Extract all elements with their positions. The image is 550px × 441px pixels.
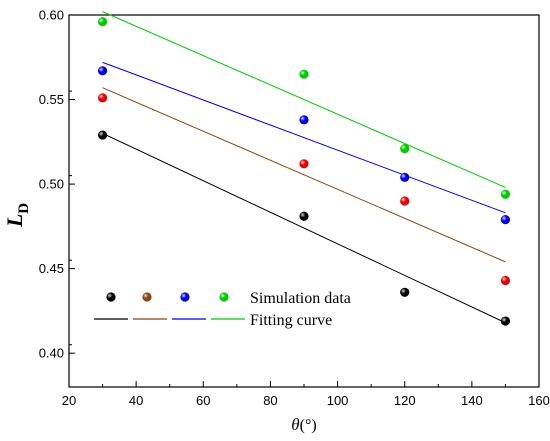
legend-marker-1 [106, 292, 116, 302]
data-point-series-3 [97, 66, 108, 76]
simulation-points [97, 17, 511, 326]
x-axis-title: θ(°) [291, 415, 316, 434]
legend-marker-4 [219, 292, 229, 302]
data-point-series-3 [400, 172, 410, 182]
data-point-series-2 [97, 93, 108, 103]
data-point-series-1 [299, 211, 309, 221]
legend-fitting-label: Fitting curve [250, 312, 332, 329]
data-point-series-3 [299, 115, 309, 125]
y-tick-label: 0.45 [39, 261, 64, 276]
data-point-series-2 [400, 196, 410, 206]
x-tick-label: 60 [196, 393, 210, 408]
x-axis-title-unit: (°) [300, 417, 317, 434]
x-tick-label: 80 [263, 393, 277, 408]
x-tick-label: 140 [461, 393, 483, 408]
y-tick-label: 0.40 [39, 346, 64, 361]
data-point-series-4 [400, 143, 410, 154]
fit-line-4 [102, 11, 506, 188]
x-tick-label: 120 [394, 393, 416, 408]
y-tick-label: 0.50 [39, 177, 64, 192]
data-point-series-1 [400, 287, 410, 297]
data-point-series-4 [97, 17, 108, 27]
data-point-series-2 [299, 159, 309, 169]
x-tick-label: 20 [62, 393, 76, 408]
data-point-series-4 [299, 69, 309, 79]
y-tick-label: 0.60 [39, 8, 64, 23]
x-axis-title-symbol: θ [291, 415, 299, 434]
data-point-series-1 [97, 130, 108, 140]
legend: Simulation data Fitting curve [94, 290, 351, 329]
y-axis-title-symbol: L [2, 214, 27, 228]
x-axis: 20 40 60 80 100 120 140 160 [62, 381, 550, 408]
fit-line-3 [102, 61, 506, 214]
fit-line-1 [102, 132, 506, 324]
legend-simulation-label: Simulation data [250, 290, 351, 307]
data-point-series-1 [500, 316, 511, 326]
y-axis: 0.40 0.45 0.50 0.55 0.60 [39, 8, 75, 361]
data-point-series-2 [500, 275, 511, 286]
legend-markers [106, 292, 229, 302]
fitting-curves [102, 11, 506, 324]
data-point-series-3 [500, 215, 511, 225]
data-point-series-4 [500, 189, 511, 199]
x-tick-label: 100 [327, 393, 349, 408]
y-tick-label: 0.55 [39, 92, 64, 107]
fit-line-2 [102, 87, 506, 263]
legend-marker-2 [142, 292, 152, 302]
y-axis-title-subscript: D [16, 203, 32, 214]
x-tick-label: 40 [129, 393, 143, 408]
y-axis-title: LD [2, 203, 32, 228]
x-tick-label: 160 [528, 393, 550, 408]
legend-marker-3 [180, 292, 190, 302]
